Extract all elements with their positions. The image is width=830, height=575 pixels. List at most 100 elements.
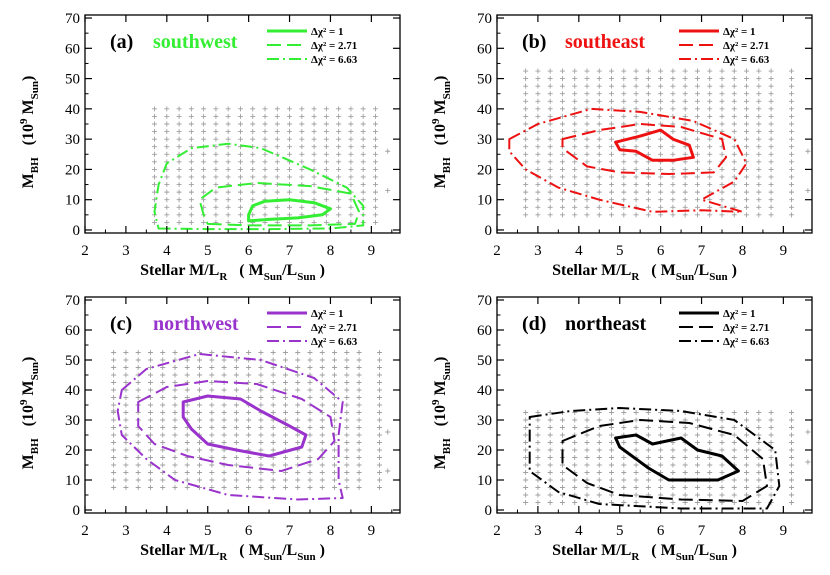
grid-point — [523, 68, 529, 74]
grid-point — [658, 136, 664, 142]
grid-point — [344, 425, 350, 430]
panel-northwest: 2 3 4 5 6 7 8 9 0 10 20 30 40 50 60 70 Stellar M/LR ( MS… — [18, 293, 401, 563]
grid-point — [385, 188, 391, 194]
grid-point — [547, 447, 553, 453]
grid-point — [719, 197, 725, 203]
grid-point — [348, 151, 354, 157]
x-tick-label: 6 — [245, 243, 253, 259]
grid-point — [123, 402, 129, 408]
grid-point — [213, 151, 219, 157]
grid-point — [658, 477, 664, 483]
grid-point — [307, 380, 313, 385]
grid-point — [719, 166, 725, 172]
grid-point — [547, 106, 553, 112]
grid-point — [694, 462, 700, 468]
grid-point — [731, 91, 737, 97]
grid-point — [147, 455, 153, 460]
grid-point — [658, 166, 664, 172]
grid-point — [246, 395, 252, 400]
grid-point — [707, 68, 713, 74]
grid-point — [559, 98, 565, 104]
grid-point — [572, 425, 578, 430]
grid-point — [789, 83, 795, 89]
grid-point — [670, 425, 676, 430]
grid-point — [670, 197, 676, 203]
grid-point — [377, 425, 383, 430]
grid-point — [768, 440, 774, 445]
grid-point — [225, 166, 231, 172]
grid-point — [197, 417, 203, 423]
grid-point — [682, 447, 688, 453]
grid-point — [694, 425, 700, 430]
grid-point — [609, 197, 615, 203]
grid-point — [164, 174, 170, 180]
grid-point — [184, 350, 190, 355]
grid-point — [789, 485, 795, 490]
grid-point — [307, 365, 313, 370]
grid-point — [768, 166, 774, 172]
grid-point — [719, 121, 725, 127]
grid-point — [323, 121, 329, 127]
grid-point — [295, 402, 301, 408]
grid-point — [176, 166, 182, 172]
grid-point — [682, 129, 688, 135]
grid-point — [633, 197, 639, 203]
grid-point — [682, 455, 688, 460]
grid-point — [609, 182, 615, 188]
grid-point — [295, 380, 301, 385]
contour-level-2_71 — [561, 123, 728, 175]
grid-point — [633, 174, 639, 180]
grid-point — [332, 477, 338, 483]
grid-point — [535, 106, 541, 112]
grid-point — [670, 470, 676, 475]
grid-point — [213, 212, 219, 218]
grid-point — [348, 106, 354, 112]
grid-point — [719, 83, 725, 89]
grid-point — [694, 197, 700, 203]
grid-point — [694, 470, 700, 475]
grid-point — [756, 425, 762, 430]
grid-point — [270, 365, 276, 370]
grid-point — [694, 432, 700, 438]
grid-point — [332, 447, 338, 453]
grid-point — [233, 440, 239, 445]
grid-point — [682, 500, 688, 505]
grid-point — [547, 470, 553, 475]
grid-point — [768, 410, 774, 415]
grid-point — [572, 129, 578, 135]
grid-point — [221, 425, 227, 430]
grid-point — [172, 350, 178, 355]
grid-point — [201, 151, 207, 157]
grid-point — [645, 76, 651, 82]
grid-point — [547, 113, 553, 119]
grid-point — [295, 372, 301, 378]
grid-point — [731, 121, 737, 127]
grid-point — [274, 219, 280, 225]
grid-point — [744, 410, 750, 415]
grid-point — [274, 129, 280, 135]
grid-point — [609, 470, 615, 475]
grid-point — [160, 372, 166, 378]
grid-point — [694, 492, 700, 498]
grid-point — [535, 455, 541, 460]
grid-point — [184, 402, 190, 408]
grid-point — [768, 470, 774, 475]
grid-point — [609, 106, 615, 112]
grid-point — [250, 189, 256, 195]
grid-point — [523, 91, 529, 97]
grid-point — [282, 372, 288, 378]
grid-point — [682, 106, 688, 112]
grid-point — [372, 212, 378, 218]
grid-point — [209, 425, 215, 430]
grid-point — [221, 470, 227, 475]
grid-point — [645, 144, 651, 150]
grid-point — [731, 182, 737, 188]
grid-point — [694, 189, 700, 195]
grid-point — [768, 425, 774, 430]
grid-point — [160, 357, 166, 363]
grid-point — [707, 98, 713, 104]
grid-point — [201, 129, 207, 135]
grid-point — [160, 477, 166, 483]
grid-point — [547, 432, 553, 438]
grid-point — [209, 372, 215, 378]
